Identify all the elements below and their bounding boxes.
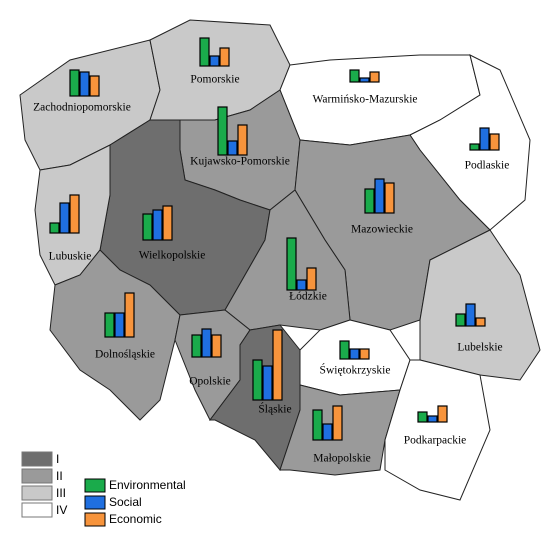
bar (312, 409, 323, 441)
region-name: Kujawsko-Pomorskie (190, 156, 290, 168)
region-name: Opolskie (189, 376, 231, 388)
bar (152, 209, 163, 241)
bar (199, 37, 210, 67)
bar (479, 127, 490, 151)
region-name: Podkarpackie (404, 435, 467, 447)
bar (339, 340, 350, 360)
bar (252, 359, 263, 401)
legend-swatch (84, 478, 106, 493)
bar (306, 267, 317, 291)
region-name: Śląskie (258, 402, 291, 416)
bar (272, 329, 283, 401)
bar (124, 292, 135, 338)
bar (374, 178, 385, 214)
bar (142, 213, 153, 241)
bar (332, 405, 343, 441)
region-name: Lubuskie (49, 251, 92, 263)
legend-label: I (56, 452, 59, 466)
region-name: Łódzkie (289, 291, 327, 303)
region-name: Podlaskie (465, 160, 510, 172)
bar (209, 55, 220, 67)
bar (59, 202, 70, 234)
bar (217, 106, 228, 156)
region-name: Warmińsko-Mazurskie (312, 94, 417, 106)
bar (104, 312, 115, 338)
bar (349, 348, 360, 360)
bar (465, 303, 476, 327)
bar (359, 77, 370, 83)
bar (489, 133, 500, 151)
bar (69, 194, 80, 234)
bar (469, 143, 480, 151)
bar (219, 47, 230, 67)
legend-label: Environmental (109, 478, 186, 492)
bar (227, 140, 238, 156)
bar (286, 237, 297, 291)
region-name: Wielkopolskie (139, 250, 206, 262)
region-name: Dolnośląskie (95, 349, 155, 361)
bar (359, 348, 370, 360)
legend-swatch (21, 468, 53, 484)
region-name: Świętokrzyskie (320, 363, 391, 377)
bar (79, 71, 90, 97)
legend-label: II (56, 469, 63, 483)
bar (237, 124, 248, 156)
bar (162, 205, 173, 241)
bar (114, 312, 125, 338)
bar (296, 279, 307, 291)
bar (191, 334, 202, 358)
bar (49, 222, 60, 234)
region-name: Lubelskie (457, 342, 502, 354)
bar (369, 71, 380, 83)
legend-swatch (21, 451, 53, 467)
bar (201, 328, 212, 358)
bar (211, 334, 222, 358)
legend-label: Social (109, 495, 142, 509)
region-name: Zachodniopomorskie (33, 102, 131, 114)
bar (322, 423, 333, 441)
region-name: Mazowieckie (351, 224, 413, 236)
legend-swatch (21, 485, 53, 501)
region-name: Małopolskie (313, 453, 371, 465)
bar (427, 415, 438, 423)
bar (89, 75, 100, 97)
legend-label: IV (56, 503, 67, 517)
bar (475, 317, 486, 327)
legend-swatch (21, 502, 53, 518)
bar (437, 405, 448, 423)
bar (364, 188, 375, 214)
bar (455, 313, 466, 327)
region-name: Pomorskie (190, 74, 239, 86)
bar (417, 411, 428, 423)
bar (384, 182, 395, 214)
legend-label: Economic (109, 512, 162, 526)
region (419, 229, 541, 381)
legend-label: III (56, 486, 66, 500)
legend-swatch (84, 512, 106, 527)
region (384, 359, 491, 501)
bar (69, 69, 80, 97)
bar (349, 69, 360, 83)
legend-swatch (84, 495, 106, 510)
bar (262, 365, 273, 401)
